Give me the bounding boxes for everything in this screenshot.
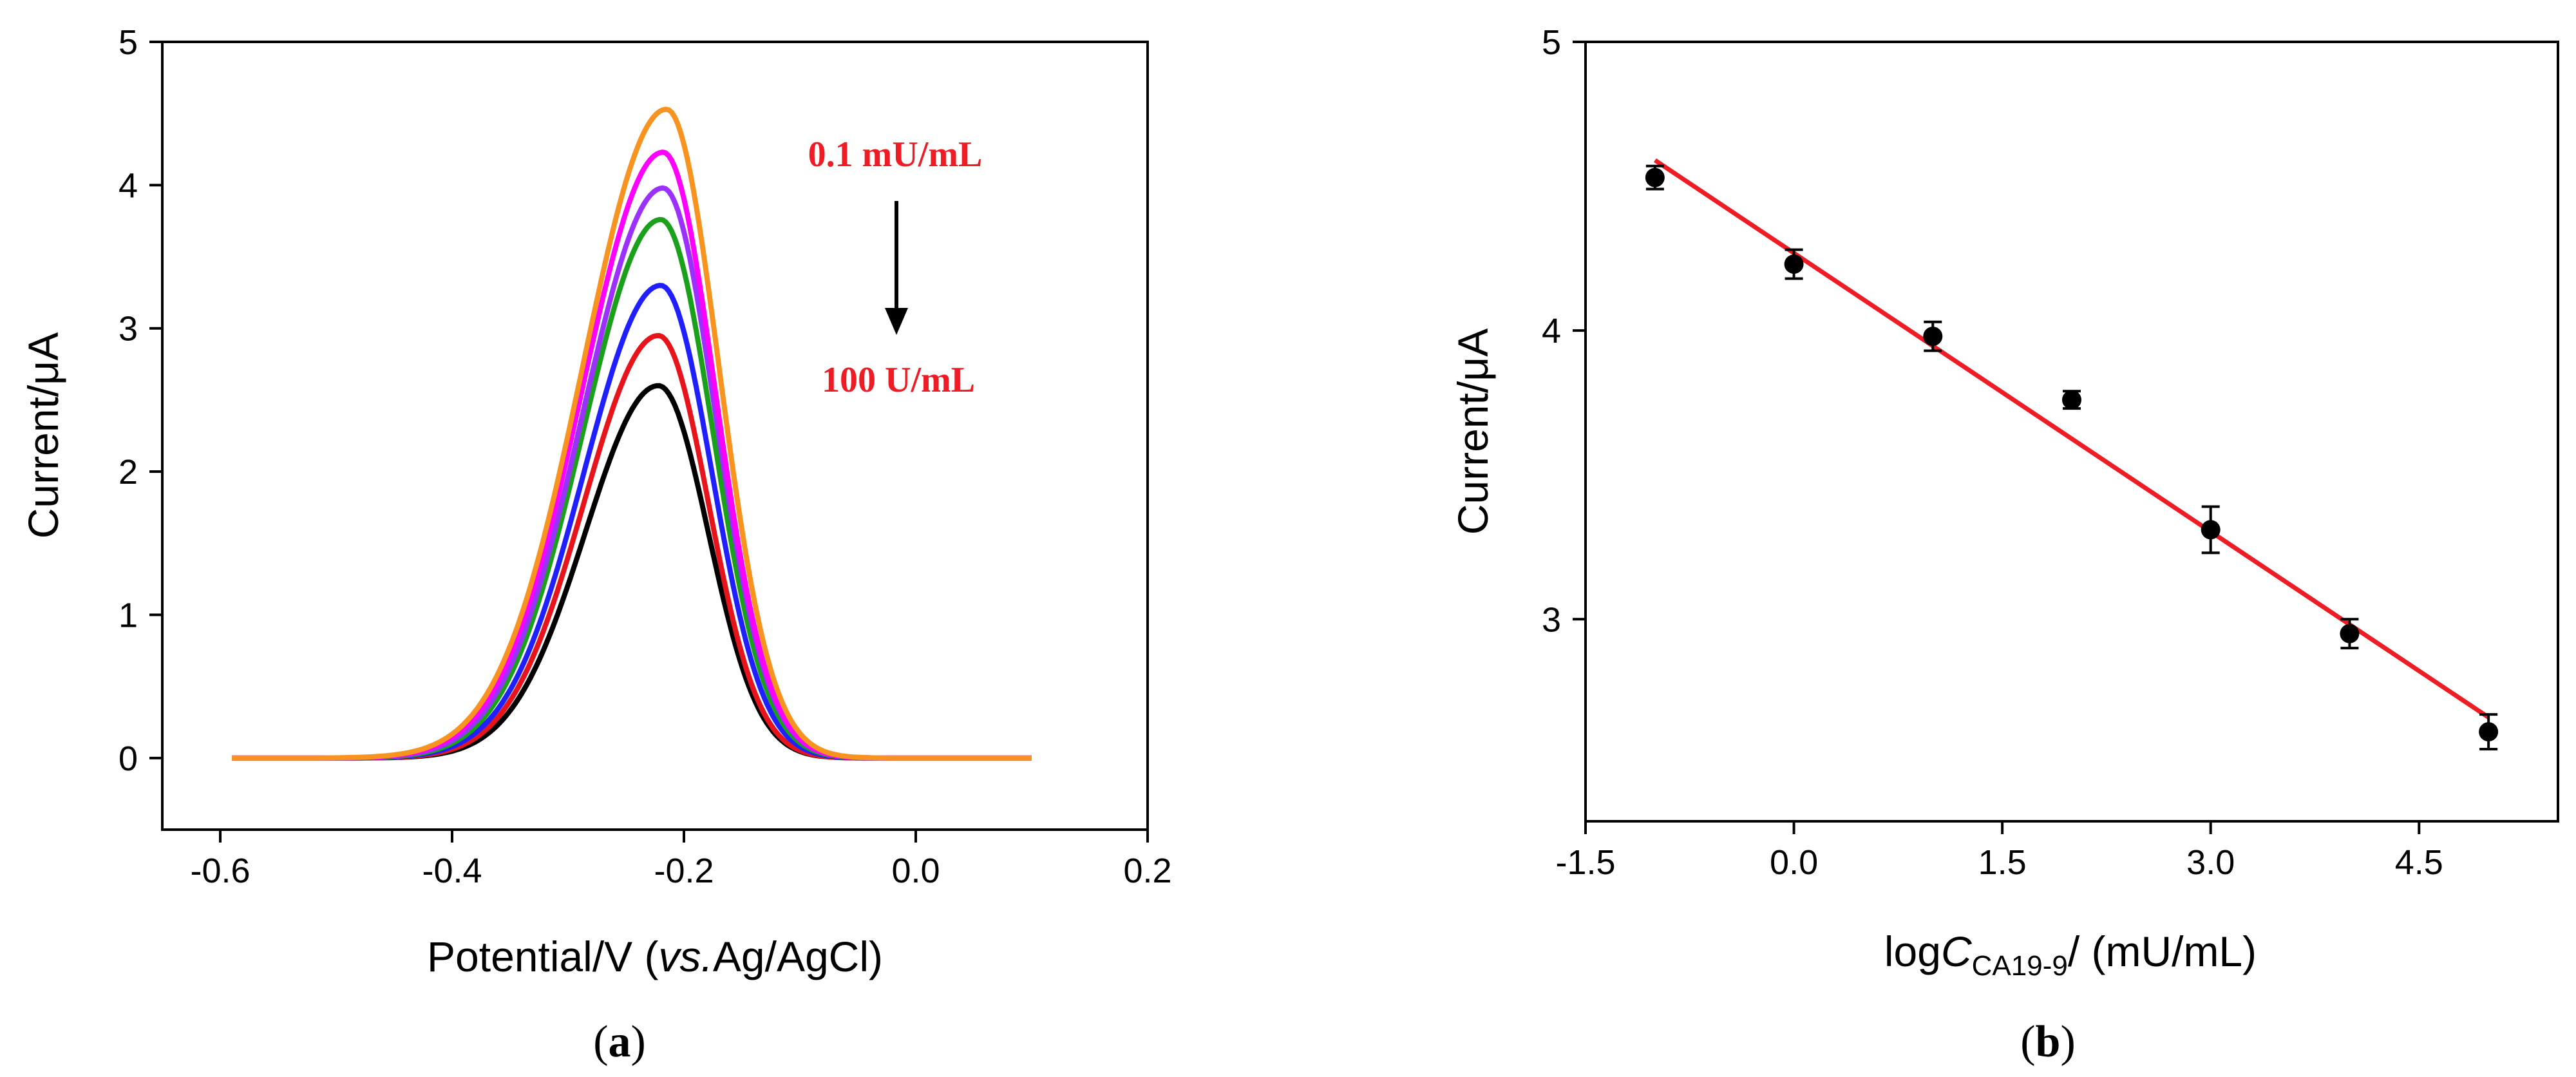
b-data-point bbox=[1784, 254, 1804, 274]
a-series-line bbox=[232, 149, 1032, 761]
b-fit-line bbox=[1653, 158, 2490, 720]
a-x-tick-label: -0.6 bbox=[190, 852, 250, 890]
a-y-tick-label: 0 bbox=[118, 739, 138, 778]
b-x-tick-label: 0.0 bbox=[1770, 843, 1818, 882]
b-points-group bbox=[1645, 164, 2499, 750]
a-y-ticks: 0 1 2 3 4 5 bbox=[118, 23, 162, 778]
a-annotation-top: 0.1 mU/mL bbox=[808, 135, 983, 175]
b-y-tick-label: 4 bbox=[1542, 312, 1561, 350]
a-series-line bbox=[232, 283, 1032, 761]
a-y-tick-label: 1 bbox=[118, 596, 138, 634]
a-series-line bbox=[232, 216, 1032, 761]
b-y-tick-label: 3 bbox=[1542, 600, 1561, 639]
b-x-tick-label: 4.5 bbox=[2395, 843, 2443, 882]
a-x-tick-label: -0.2 bbox=[654, 852, 714, 890]
a-x-tick-label: 0.2 bbox=[1123, 852, 1171, 890]
a-annotation-bottom: 100 U/mL bbox=[822, 360, 975, 400]
a-x-ticks: -0.6 -0.4 -0.2 0.0 0.2 bbox=[190, 830, 1172, 890]
a-x-tick-label: 0.0 bbox=[891, 852, 940, 890]
a-y-tick-label: 2 bbox=[118, 453, 138, 491]
b-x-axis-label: logCCA19-9/ (mU/mL) bbox=[1884, 928, 2257, 982]
a-plot-frame bbox=[161, 41, 1149, 831]
a-series-line bbox=[232, 106, 1032, 761]
b-x-tick-label: 3.0 bbox=[2186, 843, 2235, 882]
b-data-point bbox=[2479, 722, 2499, 742]
b-data-point bbox=[2201, 520, 2221, 540]
b-x-tick-label: 1.5 bbox=[1978, 843, 2027, 882]
b-y-ticks: 3 4 5 bbox=[1542, 23, 1586, 639]
b-data-point bbox=[2062, 390, 2081, 410]
a-y-tick-label: 3 bbox=[118, 310, 138, 348]
panel-b: -1.5 0.0 1.5 3.0 4.5 3 4 5 Current/μA logCCA19… bbox=[1449, 23, 2559, 1067]
a-series-line bbox=[232, 185, 1032, 761]
b-data-point bbox=[1923, 327, 1943, 347]
a-series-line bbox=[232, 383, 1032, 761]
a-curve-group bbox=[232, 106, 1032, 761]
b-x-tick-label: -1.5 bbox=[1555, 843, 1615, 882]
b-y-tick-label: 5 bbox=[1542, 23, 1561, 62]
a-x-axis-label: Potential/V (vs.Ag/AgCl) bbox=[427, 933, 883, 980]
b-x-ticks: -1.5 0.0 1.5 3.0 4.5 bbox=[1555, 821, 2443, 882]
b-panel-caption: (b) bbox=[2020, 1017, 2076, 1067]
b-data-point bbox=[2340, 624, 2360, 643]
a-x-tick-label: -0.4 bbox=[422, 852, 482, 890]
b-y-axis-label: Current/μA bbox=[1449, 329, 1497, 535]
a-arrow-head bbox=[885, 308, 908, 335]
a-y-tick-label: 4 bbox=[118, 166, 138, 205]
b-fit-line-group bbox=[1653, 158, 2490, 720]
b-data-point bbox=[1645, 167, 1665, 187]
a-panel-caption: (a) bbox=[593, 1017, 646, 1067]
a-y-tick-label: 5 bbox=[118, 23, 138, 62]
a-y-axis-label: Current/μA bbox=[19, 332, 67, 538]
panel-a: -0.6 -0.4 -0.2 0.0 0.2 0 1 2 3 4 5 0.1 mU/mL 100 … bbox=[19, 23, 1172, 1067]
b-plot-frame bbox=[1584, 41, 2559, 823]
